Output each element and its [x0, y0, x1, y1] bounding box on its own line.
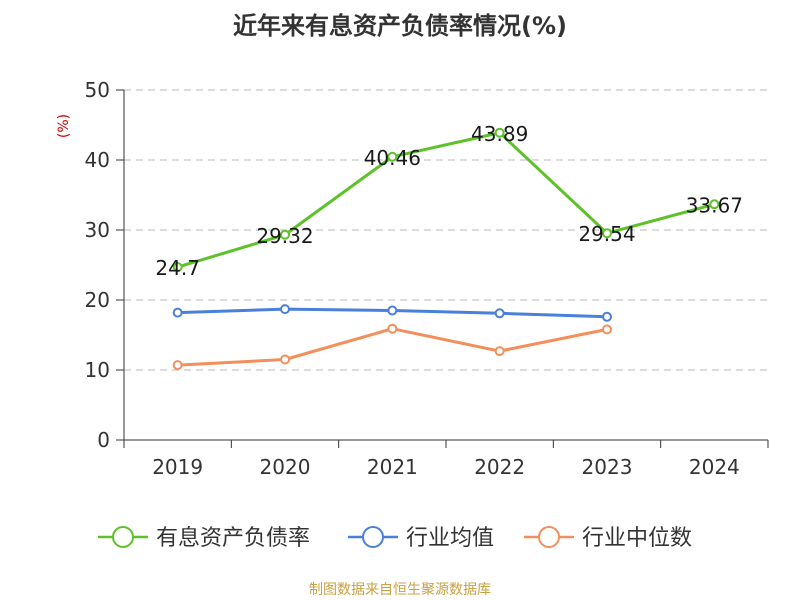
grid [124, 89, 768, 371]
chart-title: 近年来有息资产负债率情况(%) [233, 12, 567, 40]
axes: 0 10 20 30 40 50 2019 2020 2021 2022 2023 2024 [85, 78, 769, 479]
legend-marker [112, 526, 134, 548]
series-line [177, 131, 715, 269]
data-labels: 24.7 29.32 40.46 43.89 29.54 33.67 [155, 122, 743, 280]
data-point [602, 228, 612, 239]
y-tick-label: 40 [85, 148, 110, 172]
data-point [280, 304, 290, 315]
data-label: 24.7 [155, 256, 200, 280]
legend-marker [362, 526, 384, 548]
y-tick-label: 30 [85, 218, 110, 242]
y-tick-label: 10 [85, 358, 110, 382]
data-point [172, 307, 183, 318]
x-tick-label: 2023 [582, 455, 633, 479]
legend-label: 行业中位数 [582, 526, 692, 551]
data-point [387, 305, 398, 316]
data-label: 43.89 [471, 122, 528, 146]
data-point [280, 354, 290, 365]
legend-marker [538, 526, 560, 548]
data-point [387, 323, 398, 334]
data-label: 29.54 [578, 222, 635, 246]
x-tick-label: 2021 [367, 455, 418, 479]
legend: 有息资产负债率 行业均值 行业中位数 [98, 526, 692, 551]
data-label: 29.32 [256, 224, 313, 248]
series-lines [172, 127, 720, 371]
data-label: 33.67 [686, 193, 743, 217]
data-point [494, 127, 505, 138]
data-point [602, 324, 612, 335]
x-tick-label: 2020 [260, 455, 311, 479]
data-point [709, 199, 720, 210]
x-tick-label: 2022 [474, 455, 525, 479]
data-point [494, 346, 505, 357]
data-point [494, 308, 505, 319]
data-point [172, 360, 183, 371]
legend-label: 行业均值 [406, 526, 494, 551]
y-tick-label: 0 [97, 428, 110, 452]
y-tick-label: 50 [85, 78, 110, 102]
data-point [280, 229, 290, 240]
y-tick-label: 20 [85, 288, 110, 312]
legend-label: 有息资产负债率 [156, 526, 310, 551]
data-point [387, 151, 398, 162]
x-tick-label: 2024 [689, 455, 740, 479]
data-point [602, 311, 612, 322]
source-note: 制图数据来自恒生聚源数据库 [309, 582, 491, 598]
series-line [177, 327, 608, 367]
data-label: 40.46 [364, 146, 421, 170]
data-point [172, 262, 183, 273]
x-tick-label: 2019 [152, 455, 203, 479]
y-axis-label: (%) [56, 114, 72, 138]
